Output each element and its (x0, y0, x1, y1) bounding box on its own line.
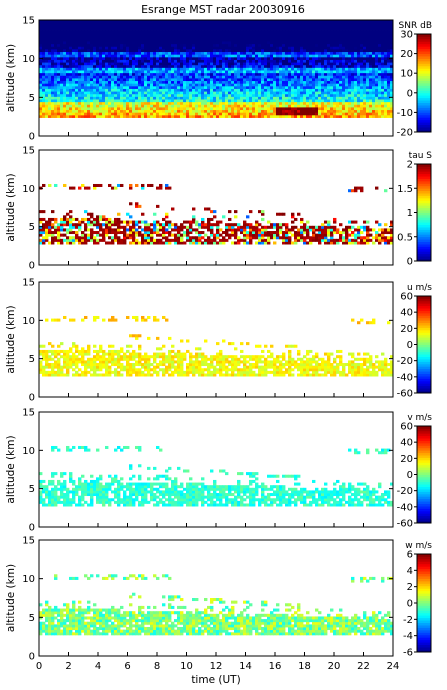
x-tick-label-11: 22 (357, 661, 370, 672)
y-tick-label-4-2: 10 (22, 446, 35, 457)
colorbar-tick-label-4-2: -20 (397, 486, 413, 497)
colorbar-title-2: tau S (409, 151, 433, 161)
y-tick-label-5-0: 0 (29, 652, 35, 663)
colorbar-4: -60 -40 -20 0 20 40 60v m/s (397, 413, 433, 530)
x-tick-label-12: 24 (387, 661, 400, 672)
figure-title: Esrange MST radar 20030916 (141, 3, 305, 16)
plot-frame-2 (38, 149, 394, 266)
colorbar-tick-label-5-0: -6 (403, 648, 413, 659)
colorbar-tick-label-1-0: -20 (397, 128, 413, 139)
colorbar-tick-label-3-1: -40 (397, 372, 413, 383)
x-tick-label-0: 0 (36, 661, 42, 672)
x-tick-label-9: 18 (298, 661, 311, 672)
colorbar-tick-label-1-1: -10 (397, 108, 413, 119)
x-tick-label-8: 16 (269, 661, 282, 672)
colorbar-tick-label-3-6: 60 (400, 292, 413, 303)
y-tick-label-3-0: 0 (29, 393, 35, 404)
y-tick-label-4-1: 5 (29, 484, 35, 495)
colorbar-tick-label-3-0: -60 (397, 389, 413, 400)
x-tick-label-3: 6 (124, 661, 130, 672)
y-tick-label-1-2: 10 (22, 54, 35, 65)
y-tick-label-1-3: 15 (22, 16, 35, 27)
colorbar-tick-label-4-3: 0 (407, 470, 413, 481)
colorbar-tick-label-3-3: 0 (407, 340, 413, 351)
x-tick-label-4: 8 (154, 661, 160, 672)
plot-frame-3 (38, 281, 394, 398)
x-tick-label-1: 2 (65, 661, 71, 672)
heatmap-field-4 (39, 445, 394, 507)
colorbar-tick-label-2-1: 0.5 (397, 232, 413, 243)
colorbar-title-4: v m/s (407, 413, 432, 423)
colorbar-tick-label-4-5: 40 (400, 438, 413, 449)
x-tick-label-7: 14 (239, 661, 252, 672)
x-axis-label: time (UT) (191, 674, 240, 686)
colorbar-3: -60 -40 -20 0 20 40 60u m/s (397, 283, 433, 400)
x-tick-label-6: 12 (210, 661, 223, 672)
y-tick-label-2-2: 10 (22, 184, 35, 195)
y-axis-label-4: altitude (km) (5, 435, 17, 503)
colorbar-tick-label-1-4: 20 (400, 49, 413, 60)
colorbar-tick-label-5-5: 4 (407, 566, 413, 577)
y-tick-label-3-1: 5 (29, 354, 35, 365)
heatmap-field-2 (39, 183, 394, 245)
x-tick-label-5: 10 (180, 661, 193, 672)
y-tick-label-2-1: 5 (29, 222, 35, 233)
colorbar-title-5: w m/s (405, 541, 432, 551)
colorbar-tick-label-4-6: 60 (400, 422, 413, 433)
colorbar-tick-label-5-1: -4 (403, 631, 413, 642)
heatmap-field-5 (39, 574, 394, 636)
y-tick-label-5-2: 10 (22, 574, 35, 585)
y-tick-label-3-3: 15 (22, 278, 35, 289)
colorbar-tick-label-3-5: 40 (400, 308, 413, 319)
y-tick-label-1-0: 0 (29, 132, 35, 143)
colorbar-tick-label-3-4: 20 (400, 324, 413, 335)
y-tick-label-2-3: 15 (22, 146, 35, 157)
colorbar-tick-label-5-6: 6 (407, 550, 413, 561)
y-tick-label-4-3: 15 (22, 408, 35, 419)
x-tick-label-10: 20 (328, 661, 341, 672)
colorbar-title-1: SNR dB (399, 21, 432, 31)
panel-3: 0 5 10 15 altitude (km) -60 -40 -20 0 20 40 60u m/s (5, 278, 432, 404)
x-tick-label-2: 4 (95, 661, 101, 672)
colorbar-tick-label-1-3: 10 (400, 69, 413, 80)
panel-4: 0 5 10 15 altitude (km) -60 -40 -20 0 20 40 60v m/s (5, 408, 432, 534)
y-tick-label-3-2: 10 (22, 316, 35, 327)
y-tick-label-4-0: 0 (29, 523, 35, 534)
plot-frame-4 (38, 411, 394, 528)
y-axis-label-1: altitude (km) (5, 44, 17, 112)
y-tick-label-1-1: 5 (29, 93, 35, 104)
y-axis-label-2: altitude (km) (5, 173, 17, 241)
y-axis-label-5: altitude (km) (5, 564, 17, 632)
colorbar-tick-label-5-4: 2 (407, 582, 413, 593)
colorbar-tick-label-2-2: 1 (407, 208, 413, 219)
y-tick-label-2-0: 0 (29, 261, 35, 272)
colorbar-tick-label-1-2: 0 (407, 88, 413, 99)
colorbar-frame-1 (416, 33, 432, 133)
colorbar-tick-label-4-4: 20 (400, 454, 413, 465)
colorbar-tick-label-4-0: -60 (397, 519, 413, 530)
colorbar-title-3: u m/s (407, 283, 432, 293)
colorbar-tick-label-2-3: 1.5 (397, 184, 413, 195)
y-axis-label-3: altitude (km) (5, 305, 17, 373)
colorbar-tick-label-3-2: -20 (397, 356, 413, 367)
y-tick-label-5-3: 15 (22, 536, 35, 547)
colorbar-tick-label-5-2: -2 (403, 615, 413, 626)
colorbar-tick-label-2-4: 2 (407, 160, 413, 171)
heatmap-field-1 (39, 20, 394, 118)
colorbar-tick-label-5-3: 0 (407, 599, 413, 610)
colorbar-tick-label-4-1: -40 (397, 502, 413, 513)
colorbar-5: -6 -4 -2 0 2 4 6w m/s (403, 541, 432, 659)
heatmap-field-3 (39, 315, 394, 377)
colorbar-tick-label-2-0: 0 (407, 257, 413, 268)
colorbar-tick-label-1-5: 30 (400, 30, 413, 41)
y-tick-label-5-1: 5 (29, 613, 35, 624)
